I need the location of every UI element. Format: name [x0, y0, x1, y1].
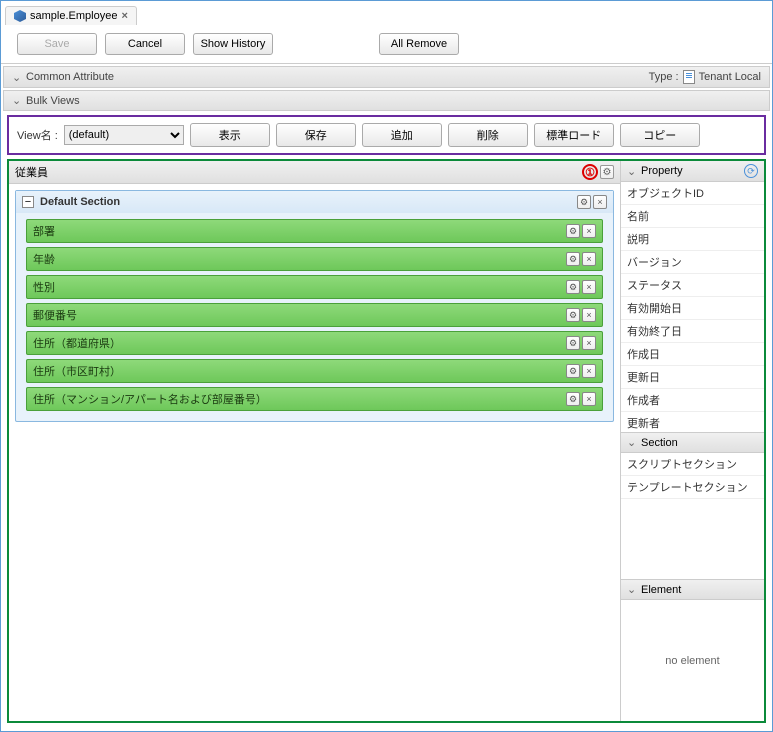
property-item[interactable]: ステータス — [621, 274, 764, 297]
field-close-icon[interactable]: × — [582, 308, 596, 322]
section-list: スクリプトセクションテンプレートセクション — [621, 453, 764, 499]
chevron-down-icon: ⌄ — [12, 94, 22, 107]
section-gear-icon[interactable]: ⚙ — [577, 195, 591, 209]
field-item[interactable]: 年齢⚙× — [26, 247, 603, 271]
cancel-button[interactable]: Cancel — [105, 33, 185, 55]
property-item[interactable]: バージョン — [621, 251, 764, 274]
tab-sample-employee[interactable]: sample.Employee × — [5, 6, 137, 25]
close-icon[interactable]: × — [121, 10, 127, 22]
field-item[interactable]: 住所（市区町村）⚙× — [26, 359, 603, 383]
field-label: 住所（マンション/アパート名および部屋番号） — [33, 391, 564, 407]
refresh-icon[interactable]: ⟳ — [744, 164, 758, 178]
section-panel-header[interactable]: ⌄ Section — [621, 432, 764, 453]
section-item[interactable]: テンプレートセクション — [621, 476, 764, 499]
field-close-icon[interactable]: × — [582, 224, 596, 238]
view-name-label: View名 : — [17, 127, 58, 143]
type-value: Tenant Local — [699, 71, 761, 83]
view-name-select[interactable]: (default) — [64, 125, 184, 145]
toolbar: Save Cancel Show History All Remove — [1, 25, 772, 64]
view-save-button[interactable]: 保存 — [276, 123, 356, 147]
property-item[interactable]: オブジェクトID — [621, 182, 764, 205]
main-editor-area: 従業員 ① ⚙ − Default Section ⚙ × 部署⚙×年齢⚙×性別… — [7, 159, 766, 723]
field-close-icon[interactable]: × — [582, 336, 596, 350]
section-label: Default Section — [40, 196, 575, 208]
editor-title: 従業員 — [15, 164, 582, 180]
tab-bar: sample.Employee × — [1, 1, 772, 25]
view-control-row: View名 : (default) 表示 保存 追加 削除 標準ロード コピー — [7, 115, 766, 155]
property-item[interactable]: 作成日 — [621, 343, 764, 366]
element-empty: no element — [621, 600, 764, 721]
section-close-icon[interactable]: × — [593, 195, 607, 209]
field-gear-icon[interactable]: ⚙ — [566, 224, 580, 238]
element-panel-header[interactable]: ⌄ Element — [621, 579, 764, 600]
field-gear-icon[interactable]: ⚙ — [566, 280, 580, 294]
field-label: 住所（都道府県） — [33, 335, 564, 351]
editor-title-row: 従業員 ① ⚙ — [9, 161, 620, 184]
property-item[interactable]: 説明 — [621, 228, 764, 251]
section-spacer — [621, 499, 764, 579]
property-list: オブジェクトID名前説明バージョンステータス有効開始日有効終了日作成日更新日作成… — [621, 182, 764, 432]
field-gear-icon[interactable]: ⚙ — [566, 308, 580, 322]
field-close-icon[interactable]: × — [582, 392, 596, 406]
field-close-icon[interactable]: × — [582, 252, 596, 266]
field-item[interactable]: 部署⚙× — [26, 219, 603, 243]
shield-icon — [14, 10, 26, 22]
property-item[interactable]: 名前 — [621, 205, 764, 228]
field-list: 部署⚙×年齢⚙×性別⚙×郵便番号⚙×住所（都道府県）⚙×住所（市区町村）⚙×住所… — [16, 213, 613, 421]
edit-canvas: − Default Section ⚙ × 部署⚙×年齢⚙×性別⚙×郵便番号⚙×… — [9, 184, 620, 721]
element-panel-title: Element — [641, 584, 681, 596]
editor-settings-icon[interactable]: ⚙ — [600, 165, 614, 179]
view-stdload-button[interactable]: 標準ロード — [534, 123, 614, 147]
chevron-down-icon: ⌄ — [627, 436, 637, 449]
field-label: 年齢 — [33, 251, 564, 267]
section-header: − Default Section ⚙ × — [16, 191, 613, 213]
property-title: Property — [641, 165, 744, 177]
view-copy-button[interactable]: コピー — [620, 123, 700, 147]
chevron-down-icon: ⌄ — [12, 71, 22, 84]
property-header[interactable]: ⌄ Property ⟳ — [621, 161, 764, 182]
field-label: 性別 — [33, 279, 564, 295]
allremove-button[interactable]: All Remove — [379, 33, 459, 55]
field-item[interactable]: 性別⚙× — [26, 275, 603, 299]
field-gear-icon[interactable]: ⚙ — [566, 364, 580, 378]
field-gear-icon[interactable]: ⚙ — [566, 252, 580, 266]
property-item[interactable]: 有効終了日 — [621, 320, 764, 343]
field-label: 郵便番号 — [33, 307, 564, 323]
bulk-views-header[interactable]: ⌄ Bulk Views — [3, 90, 770, 111]
section-item[interactable]: スクリプトセクション — [621, 453, 764, 476]
property-item[interactable]: 作成者 — [621, 389, 764, 412]
common-attribute-header[interactable]: ⌄ Common Attribute Type : Tenant Local — [3, 66, 770, 88]
view-delete-button[interactable]: 削除 — [448, 123, 528, 147]
field-item[interactable]: 住所（マンション/アパート名および部屋番号）⚙× — [26, 387, 603, 411]
editor-column: 従業員 ① ⚙ − Default Section ⚙ × 部署⚙×年齢⚙×性別… — [9, 161, 620, 721]
field-label: 部署 — [33, 223, 564, 239]
field-close-icon[interactable]: × — [582, 364, 596, 378]
field-close-icon[interactable]: × — [582, 280, 596, 294]
save-button[interactable]: Save — [17, 33, 97, 55]
field-item[interactable]: 住所（都道府県）⚙× — [26, 331, 603, 355]
field-gear-icon[interactable]: ⚙ — [566, 336, 580, 350]
default-section: − Default Section ⚙ × 部署⚙×年齢⚙×性別⚙×郵便番号⚙×… — [15, 190, 614, 422]
view-show-button[interactable]: 表示 — [190, 123, 270, 147]
collapse-icon[interactable]: − — [22, 196, 34, 208]
property-item[interactable]: 更新日 — [621, 366, 764, 389]
annotation-badge: ① — [582, 164, 598, 180]
property-item[interactable]: 更新者 — [621, 412, 764, 432]
bulk-views-title: Bulk Views — [26, 95, 761, 107]
common-attribute-title: Common Attribute — [26, 71, 649, 83]
section-panel-title: Section — [641, 437, 678, 449]
history-button[interactable]: Show History — [193, 33, 273, 55]
field-gear-icon[interactable]: ⚙ — [566, 392, 580, 406]
tab-label: sample.Employee — [30, 10, 117, 22]
view-add-button[interactable]: 追加 — [362, 123, 442, 147]
document-icon — [683, 70, 695, 84]
field-label: 住所（市区町村） — [33, 363, 564, 379]
type-label: Type : — [649, 71, 679, 83]
chevron-down-icon: ⌄ — [627, 583, 637, 596]
property-column: ⌄ Property ⟳ オブジェクトID名前説明バージョンステータス有効開始日… — [620, 161, 764, 721]
property-item[interactable]: 有効開始日 — [621, 297, 764, 320]
chevron-down-icon: ⌄ — [627, 165, 637, 178]
field-item[interactable]: 郵便番号⚙× — [26, 303, 603, 327]
